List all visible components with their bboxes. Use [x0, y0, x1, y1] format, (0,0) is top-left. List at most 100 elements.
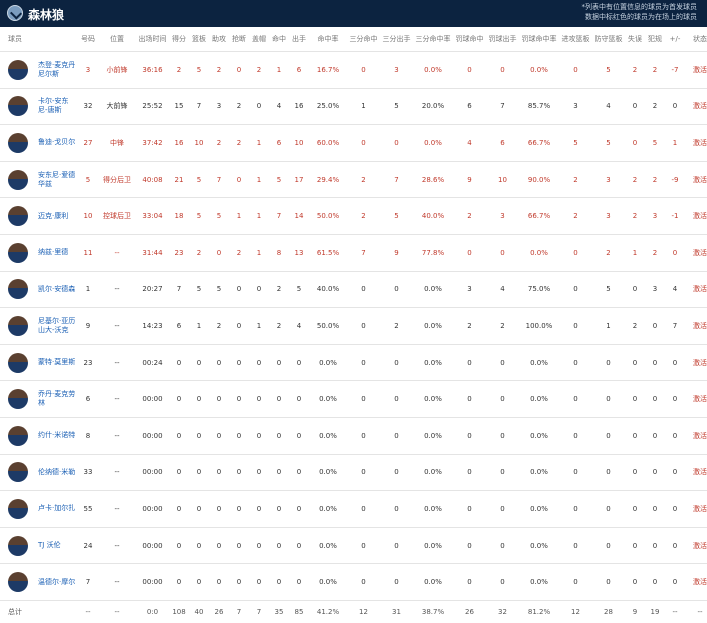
column-header: 三分命中率: [413, 27, 453, 52]
player-name-link[interactable]: 纳兹·里德: [38, 248, 69, 257]
stat-cell: 7: [169, 271, 189, 309]
stat-cell: --: [98, 417, 136, 455]
stat-cell: 13: [289, 234, 309, 272]
stat-cell: 0: [229, 563, 249, 601]
stat-cell: 0: [625, 344, 645, 382]
stat-cell: 9: [453, 161, 486, 199]
stat-cell: 2: [453, 197, 486, 235]
stat-cell: 0: [665, 527, 685, 565]
column-header: 出手: [289, 27, 309, 52]
legend-note: *列表中有位置信息的球员为首发球员 数据中标红色的球员为在场上的球员: [582, 2, 698, 22]
player-name-link[interactable]: 杰登·麦克丹尼尔斯: [38, 60, 76, 78]
player-name-link[interactable]: 蒙特·莫里斯: [38, 358, 76, 367]
stat-cell: 0: [347, 417, 380, 455]
stat-cell: 25.0%: [309, 88, 347, 126]
stat-cell: 0: [249, 490, 269, 528]
stat-cell: 0: [559, 234, 592, 272]
stat-cell: 2: [229, 88, 249, 126]
stat-cell: 0: [665, 563, 685, 601]
stat-cell: 16: [289, 88, 309, 126]
stat-cell: 3: [486, 197, 519, 235]
player-cell: 尼基尔·亚历山大-沃克: [0, 307, 78, 345]
status-link[interactable]: 激活: [685, 51, 707, 89]
player-name-link[interactable]: 鲁迪·戈贝尔: [38, 138, 76, 147]
stat-cell: 0: [229, 344, 249, 382]
player-name-link[interactable]: 温德尔·摩尔: [38, 577, 76, 586]
table-row: 伦纳德·米勒 33 -- 00:00 0 0 0 0 0 0 0 0.0% 0 0 0.0% 0 0 0.0% 0 0…: [0, 454, 707, 492]
stat-cell: 0: [209, 490, 229, 528]
stat-cell: 0: [249, 454, 269, 492]
status-link[interactable]: 激活: [685, 88, 707, 126]
player-name-link[interactable]: 尼基尔·亚历山大-沃克: [38, 316, 76, 334]
stat-cell: 0: [453, 234, 486, 272]
player-name-link[interactable]: 凯尔·安德森: [38, 284, 76, 293]
status-link[interactable]: 激活: [685, 307, 707, 345]
stat-cell: 27: [78, 124, 98, 162]
stat-cell: 0.0%: [413, 51, 453, 89]
table-row: 鲁迪·戈贝尔 27 中锋 37:42 16 10 2 2 1 6 10 60.0% 0 0 0.0% 4 6 66…: [0, 124, 707, 162]
total-cell: 19: [650, 607, 660, 616]
player-name-link[interactable]: 约什·米诺特: [38, 431, 76, 440]
status-link[interactable]: 激活: [685, 124, 707, 162]
stat-cell: 0.0%: [413, 527, 453, 565]
player-name-link[interactable]: 卢卡·加尔扎: [38, 504, 76, 513]
player-name-link[interactable]: 乔丹·麦克劳林: [38, 390, 76, 408]
stat-cell: 0: [592, 454, 625, 492]
stat-cell: 0: [380, 417, 413, 455]
player-name-link[interactable]: 迈克·康利: [38, 211, 69, 220]
player-avatar: [8, 572, 28, 593]
stat-cell: 0: [592, 344, 625, 382]
stat-cell: 7: [78, 563, 98, 601]
column-header: 助攻: [209, 27, 229, 52]
stat-cell: 4: [453, 124, 486, 162]
status-link[interactable]: 激活: [685, 454, 707, 492]
status-link[interactable]: 激活: [685, 490, 707, 528]
status-link[interactable]: 激活: [685, 527, 707, 565]
stat-cell: 5: [189, 161, 209, 199]
stat-cell: 0: [289, 454, 309, 492]
stat-cell: 1: [347, 88, 380, 126]
status-link[interactable]: 激活: [685, 344, 707, 382]
team-header: 森林狼 *列表中有位置信息的球员为首发球员 数据中标红色的球员为在场上的球员: [0, 0, 707, 27]
stat-cell: 20.0%: [413, 88, 453, 126]
stat-cell: 5: [289, 271, 309, 309]
stat-cell: 4: [269, 88, 289, 126]
status-link[interactable]: 激活: [685, 563, 707, 601]
stat-cell: 0: [347, 51, 380, 89]
player-name-link[interactable]: 卡尔-安东尼-唐斯: [38, 97, 69, 115]
stat-cell: 0: [269, 417, 289, 455]
total-cell: 0:0: [146, 607, 159, 616]
stat-cell: 6: [169, 307, 189, 345]
team-logo-icon: [7, 5, 23, 21]
stat-cell: 6: [486, 124, 519, 162]
status-link[interactable]: 激活: [685, 417, 707, 455]
table-row: 安东尼·爱德华兹 5 得分后卫 40:08 21 5 7 0 1 5 17 29.4% 2 7 28.6% 9…: [0, 161, 707, 199]
stat-cell: 10: [78, 197, 98, 235]
stat-cell: 5: [189, 51, 209, 89]
total-cell: 38.7%: [421, 607, 445, 616]
column-header: 罚球出手: [486, 27, 519, 52]
stat-cell: 0: [645, 307, 665, 345]
player-avatar: [8, 425, 28, 446]
status-link[interactable]: 激活: [685, 380, 707, 418]
player-name-link[interactable]: TJ 沃伦: [38, 541, 61, 550]
status-link[interactable]: 激活: [685, 234, 707, 272]
stat-cell: 0: [249, 380, 269, 418]
player-name-link[interactable]: 安东尼·爱德华兹: [38, 170, 76, 188]
stat-cell: 18: [169, 197, 189, 235]
status-link[interactable]: 激活: [685, 161, 707, 199]
status-link[interactable]: 激活: [685, 197, 707, 235]
stat-cell: 0: [229, 454, 249, 492]
column-header: 号码: [78, 27, 98, 52]
status-link[interactable]: 激活: [685, 271, 707, 309]
stat-cell: 0: [289, 417, 309, 455]
stat-cell: 5: [559, 124, 592, 162]
stat-cell: 2: [625, 161, 645, 199]
stat-cell: 5: [592, 271, 625, 309]
stat-cell: 36:16: [136, 51, 169, 89]
stat-cell: 0: [169, 417, 189, 455]
stat-cell: 0: [665, 344, 685, 382]
player-name-link[interactable]: 伦纳德·米勒: [38, 467, 76, 476]
stat-cell: 0: [625, 454, 645, 492]
column-header: 盖帽: [249, 27, 269, 52]
